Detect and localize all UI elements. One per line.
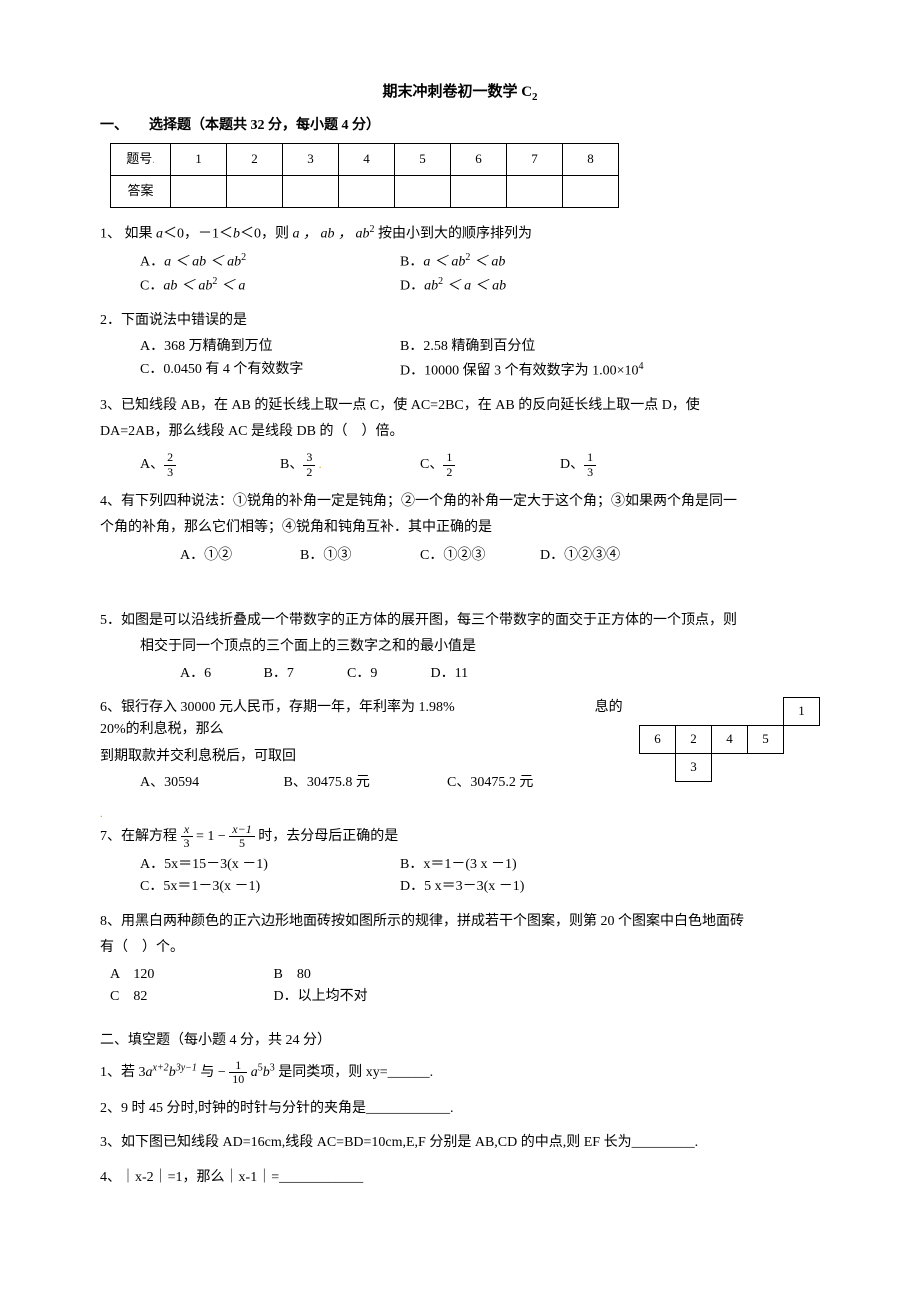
- q7-opt-d: D．5 x＝3－3(x －1): [400, 876, 660, 898]
- q8-opt-b: B 80: [274, 964, 434, 986]
- col-6: 6: [451, 143, 507, 175]
- q8-stem1: 8、用黑白两种颜色的正六边形地面砖按如图所示的规律，拼成若干个图案，则第 20 …: [100, 911, 820, 933]
- q7-opt-c: C．5x＝1－3(x －1): [140, 876, 400, 898]
- q8-opt-a: A 120: [110, 964, 270, 986]
- net-5: 5: [748, 726, 784, 754]
- section-2-heading: 二、填空题（每小题 4 分，共 24 分）: [100, 1030, 820, 1052]
- net-4: 4: [712, 726, 748, 754]
- q5-opt-a: A．6: [180, 663, 260, 685]
- q8-opt-c: C 82: [110, 986, 270, 1008]
- q8-stem2: 有（ ）个。: [100, 937, 820, 959]
- question-6: 1 6245 3 6、银行存入 30000 元人民币，存期一年，年利率为 1.9…: [100, 697, 820, 795]
- q6-opt-c: C、30475.2 元: [447, 772, 607, 794]
- q2-stem: 2．下面说法中错误的是: [100, 310, 820, 332]
- net-2: 2: [676, 726, 712, 754]
- q1-opt-a: A．a ＜ ab ＜ ab2: [140, 250, 400, 274]
- net-1: 1: [784, 698, 820, 726]
- q5-opt-b: B．7: [264, 663, 344, 685]
- question-7: 7、在解方程 x3 = 1 − x−15 时，去分母后正确的是 A．5x＝15－…: [100, 823, 820, 899]
- page-title: 期末冲刺卷初一数学 C2: [100, 80, 820, 107]
- q2-opt-b: B．2.58 精确到百分位: [400, 336, 660, 358]
- q3-opt-d: D、13: [560, 451, 700, 478]
- q5-stem2: 相交于同一个顶点的三个面上的三数字之和的最小值是: [140, 636, 820, 658]
- ans-8: [563, 175, 619, 207]
- q7-opt-a: A．5x＝15－3(x －1): [140, 854, 400, 876]
- q2-opt-c: C．0.0450 有 4 个有效数字: [140, 359, 400, 383]
- col-1: 1: [171, 143, 227, 175]
- q7-stem: 7、在解方程 x3 = 1 − x−15 时，去分母后正确的是: [100, 823, 820, 850]
- q4-opt-c: C．①②③: [420, 545, 540, 567]
- q8-options: A 120 B 80 C 82 D．以上均不对: [110, 964, 820, 1009]
- fill-4: 4、｜x-2｜=1，那么｜x-1｜=____________: [100, 1167, 820, 1189]
- q3-stem2: DA=2AB，那么线段 AC 是线段 DB 的（ ）倍。: [100, 421, 820, 443]
- fill-2: 2、9 时 45 分时,时钟的时针与分针的夹角是____________.: [100, 1098, 820, 1120]
- q1-stem: 1、 如果 a＜0，－1＜b＜0，则 a ， ab ， ab2 按由小到大的顺序…: [100, 222, 820, 246]
- cube-net: 1 6245 3: [639, 697, 820, 782]
- question-2: 2．下面说法中错误的是 A．368 万精确到万位 B．2.58 精确到百分位 C…: [100, 310, 820, 383]
- q1-options: A．a ＜ ab ＜ ab2 B．a ＜ ab2 ＜ ab C．ab ＜ ab2…: [140, 250, 820, 298]
- net-6: 6: [640, 726, 676, 754]
- q8-opt-d: D．以上均不对: [274, 986, 434, 1008]
- fill-1: 1、若 3ax+2b3y−1 与 − 110 a5b3 是同类项，则 xy=__…: [100, 1059, 820, 1086]
- net-3: 3: [676, 754, 712, 782]
- ans-7: [507, 175, 563, 207]
- question-1: 1、 如果 a＜0，－1＜b＜0，则 a ， ab ， ab2 按由小到大的顺序…: [100, 222, 820, 298]
- col-7: 7: [507, 143, 563, 175]
- ans-5: [395, 175, 451, 207]
- question-4: 4、有下列四种说法：①锐角的补角一定是钝角；②一个角的补角一定大于这个角；③如果…: [100, 491, 820, 568]
- q3-opt-c: C、12: [420, 451, 560, 478]
- ans-2: [227, 175, 283, 207]
- q5-stem1: 5．如图是可以沿线折叠成一个带数字的正方体的展开图，每三个带数字的面交于正方体的…: [100, 610, 820, 632]
- q4-stem2: 个角的补角，那么它们相等；④锐角和钝角互补．其中正确的是: [100, 517, 820, 539]
- row-label: 题号.: [111, 143, 171, 175]
- col-3: 3: [283, 143, 339, 175]
- question-5: 5．如图是可以沿线折叠成一个带数字的正方体的展开图，每三个带数字的面交于正方体的…: [100, 610, 820, 685]
- ans-6: [451, 175, 507, 207]
- q7-options: A．5x＝15－3(x －1) B．x＝1－(3 x －1) C．5x＝1－3(…: [140, 854, 820, 899]
- row-label: 答案: [111, 175, 171, 207]
- title-text: 期末冲刺卷初一数学 C: [382, 84, 532, 100]
- question-8: 8、用黑白两种颜色的正六边形地面砖按如图所示的规律，拼成若干个图案，则第 20 …: [100, 911, 820, 1009]
- q2-opt-a: A．368 万精确到万位: [140, 336, 400, 358]
- q6-opt-b: B、30475.8 元: [284, 772, 444, 794]
- q4-opt-d: D．①②③④: [540, 545, 660, 567]
- q4-opt-b: B．①③: [300, 545, 420, 567]
- table-row: 题号. 1 2 3 4 5 6 7 8: [111, 143, 619, 175]
- q5-options: A．6 B．7 C．9 D．11: [180, 663, 820, 685]
- col-2: 2: [227, 143, 283, 175]
- ans-3: [283, 175, 339, 207]
- title-sub: 2: [532, 91, 538, 103]
- dot-marker: .: [100, 807, 820, 823]
- q3-opt-b: B、32 .: [280, 451, 420, 478]
- col-8: 8: [563, 143, 619, 175]
- q3-options: A、23 B、32 . C、12 D、13: [140, 451, 820, 478]
- q5-opt-d: D．11: [431, 663, 511, 685]
- q6-opt-a: A、30594: [140, 772, 280, 794]
- q5-opt-c: C．9: [347, 663, 427, 685]
- q7-opt-b: B．x＝1－(3 x －1): [400, 854, 660, 876]
- q4-stem1: 4、有下列四种说法：①锐角的补角一定是钝角；②一个角的补角一定大于这个角；③如果…: [100, 491, 820, 513]
- q1-opt-d: D．ab2 ＜ a ＜ ab: [400, 274, 660, 298]
- q1-opt-b: B．a ＜ ab2 ＜ ab: [400, 250, 660, 274]
- col-4: 4: [339, 143, 395, 175]
- question-3: 3、已知线段 AB，在 AB 的延长线上取一点 C，使 AC=2BC，在 AB …: [100, 395, 820, 479]
- q1-opt-c: C．ab ＜ ab2 ＜ a: [140, 274, 400, 298]
- table-row: 答案: [111, 175, 619, 207]
- ans-4: [339, 175, 395, 207]
- section-1-heading: 一、 选择题（本题共 32 分，每小题 4 分）: [100, 115, 820, 137]
- q2-opt-d: D．10000 保留 3 个有效数字为 1.00×104: [400, 359, 660, 383]
- q4-opt-a: A．①②: [180, 545, 300, 567]
- col-5: 5: [395, 143, 451, 175]
- q4-options: A．①② B．①③ C．①②③ D．①②③④: [180, 545, 820, 567]
- q3-stem1: 3、已知线段 AB，在 AB 的延长线上取一点 C，使 AC=2BC，在 AB …: [100, 395, 820, 417]
- answer-table: 题号. 1 2 3 4 5 6 7 8 答案: [110, 143, 619, 208]
- fill-3: 3、如下图已知线段 AD=16cm,线段 AC=BD=10cm,E,F 分别是 …: [100, 1132, 820, 1154]
- ans-1: [171, 175, 227, 207]
- q2-options: A．368 万精确到万位 B．2.58 精确到百分位 C．0.0450 有 4 …: [140, 336, 820, 382]
- q3-opt-a: A、23: [140, 451, 280, 478]
